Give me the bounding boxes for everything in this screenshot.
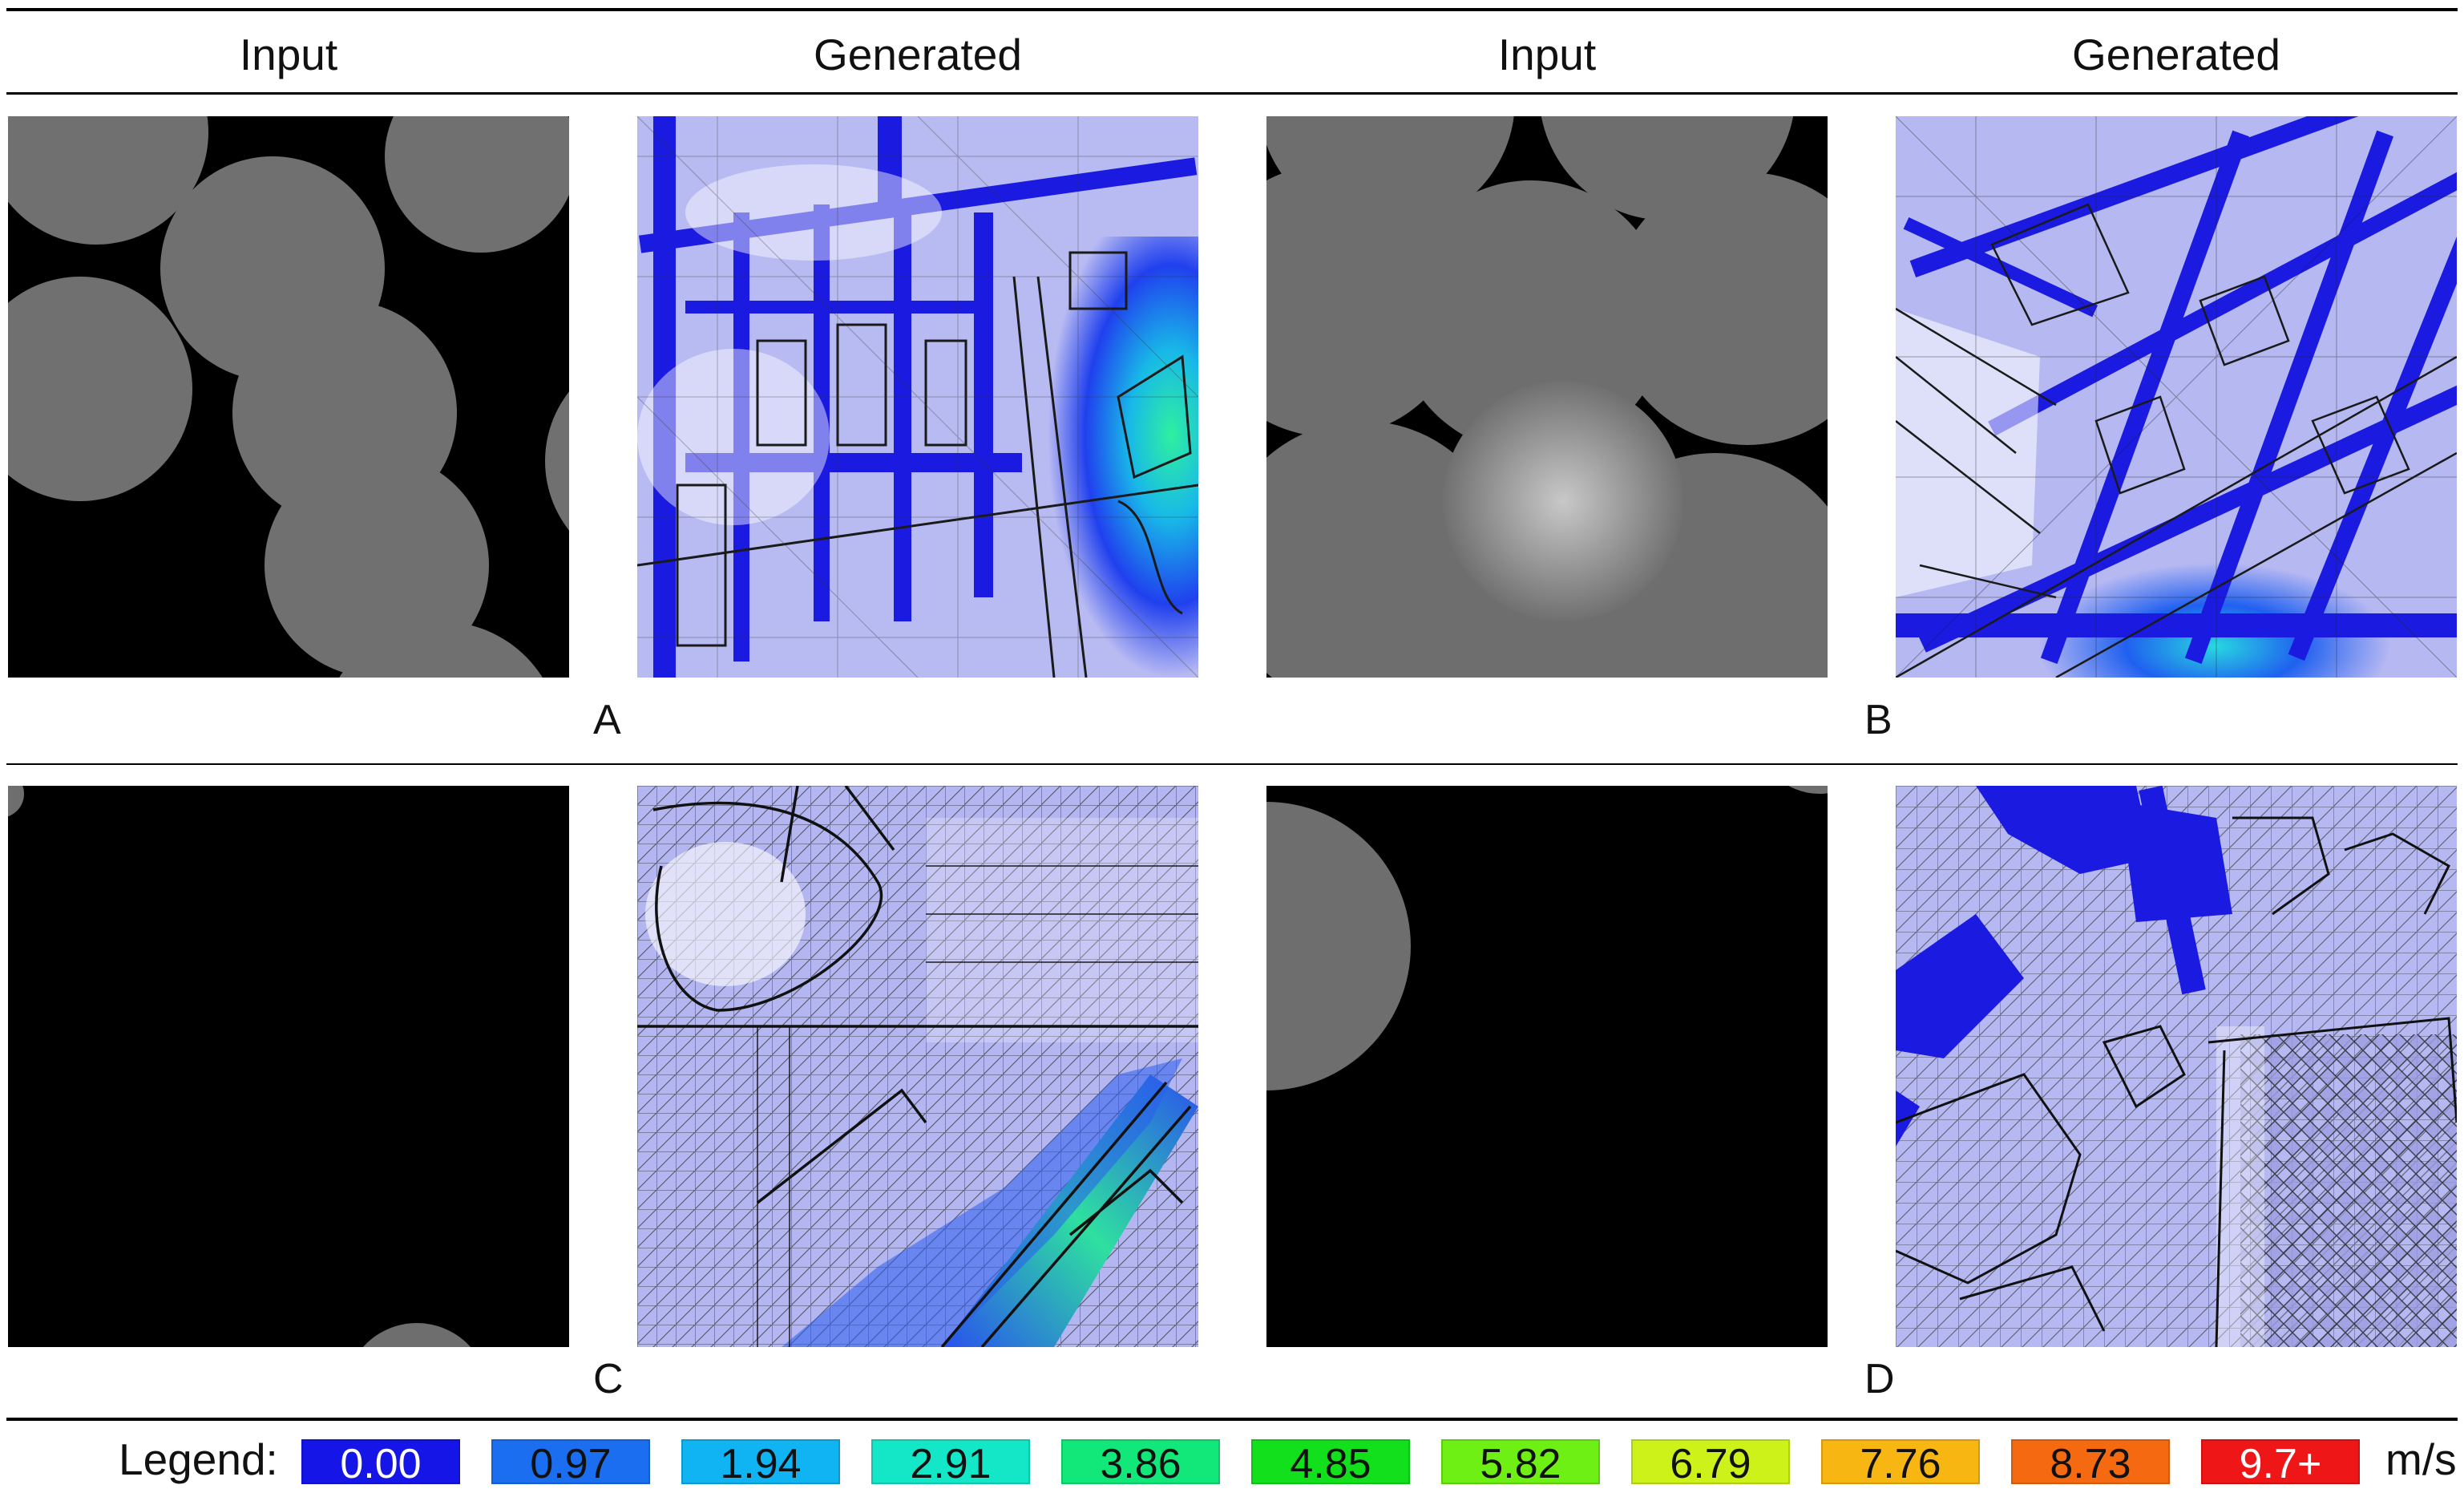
legend-swatch: 8.73 xyxy=(2011,1439,2170,1487)
panel-label-d: D xyxy=(1864,1356,1895,1402)
legend-swatch: 4.85 xyxy=(1251,1439,1410,1487)
legend-swatch: 3.86 xyxy=(1061,1439,1220,1487)
top-rule xyxy=(6,8,2458,11)
input-image-a xyxy=(8,116,569,678)
panel-label-c: C xyxy=(593,1356,624,1402)
header-input-1: Input xyxy=(239,30,338,79)
header-input-2: Input xyxy=(1497,30,1597,79)
generated-image-b xyxy=(1896,116,2457,678)
input-image-c xyxy=(8,786,569,1347)
legend-swatch: 2.91 xyxy=(871,1439,1030,1487)
middle-rule xyxy=(6,763,2458,765)
legend-swatch: 9.7+ xyxy=(2201,1439,2360,1487)
header-generated-1: Generated xyxy=(814,30,1022,79)
header-rule xyxy=(6,92,2458,95)
generated-image-d xyxy=(1896,786,2457,1347)
panel-label-b: B xyxy=(1864,697,1892,743)
input-image-d xyxy=(1266,786,1828,1347)
legend-swatch: 6.79 xyxy=(1631,1439,1790,1487)
generated-image-a xyxy=(637,116,1198,678)
legend-title: Legend: xyxy=(119,1434,278,1484)
generated-image-c xyxy=(637,786,1198,1347)
legend-swatch: 0.00 xyxy=(301,1439,460,1487)
panel-label-a: A xyxy=(593,697,621,743)
legend-rule xyxy=(6,1418,2458,1421)
legend-swatch: 7.76 xyxy=(1821,1439,1980,1487)
input-image-b xyxy=(1266,116,1828,678)
legend-swatch: 0.97 xyxy=(491,1439,650,1487)
legend-unit: m/s xyxy=(2385,1434,2457,1484)
legend-swatch: 5.82 xyxy=(1441,1439,1600,1487)
header-generated-2: Generated xyxy=(2072,30,2280,79)
legend-swatch: 1.94 xyxy=(681,1439,840,1487)
